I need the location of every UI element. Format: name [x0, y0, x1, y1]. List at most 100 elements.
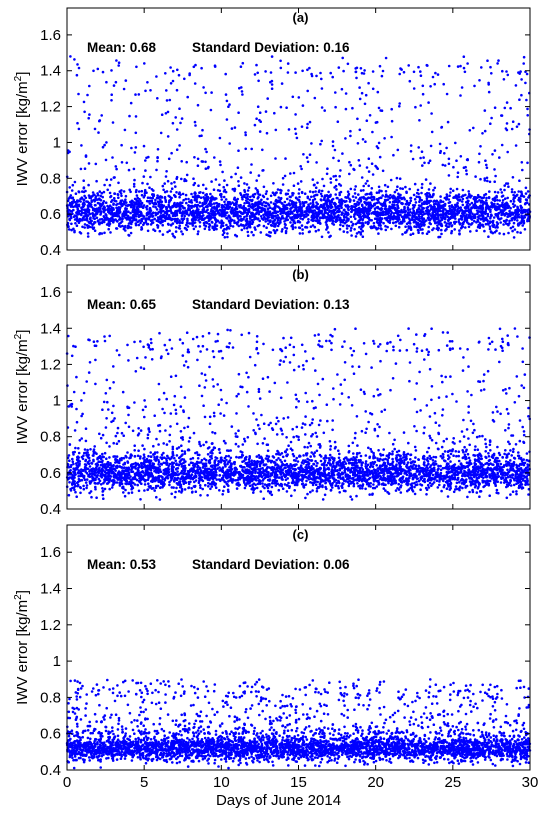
data-point — [411, 157, 415, 161]
data-point — [257, 387, 261, 391]
data-point — [239, 210, 242, 214]
data-point — [184, 209, 188, 212]
data-point — [359, 213, 362, 216]
data-point — [457, 195, 461, 199]
data-point — [192, 177, 195, 180]
data-point — [271, 191, 275, 194]
data-point — [72, 198, 75, 202]
data-point — [294, 393, 298, 397]
data-point — [165, 209, 169, 213]
data-point — [410, 218, 414, 222]
data-point — [499, 221, 503, 224]
data-point — [70, 228, 73, 232]
data-point — [129, 101, 133, 105]
data-point — [108, 204, 112, 207]
data-point — [512, 200, 516, 203]
data-point — [481, 212, 484, 216]
data-point — [340, 198, 343, 201]
data-point — [320, 106, 324, 109]
data-point — [349, 163, 353, 167]
data-point — [316, 219, 319, 222]
data-point — [305, 156, 309, 159]
data-point — [86, 232, 90, 235]
data-point — [143, 194, 146, 197]
data-point — [120, 143, 123, 147]
data-point — [200, 394, 204, 398]
data-point — [407, 208, 410, 211]
data-point — [396, 185, 399, 188]
data-point — [199, 486, 202, 490]
data-point — [144, 169, 147, 172]
data-point — [82, 179, 85, 182]
data-point — [259, 231, 263, 234]
data-point — [408, 187, 412, 191]
data-point — [306, 122, 309, 126]
data-point — [368, 114, 372, 117]
data-point — [178, 224, 181, 227]
data-point — [110, 213, 114, 216]
data-point — [156, 226, 160, 229]
data-point — [354, 185, 358, 188]
data-point — [269, 201, 273, 204]
data-point — [73, 58, 76, 61]
data-point — [130, 201, 133, 205]
data-point — [377, 185, 381, 189]
data-point — [415, 225, 418, 229]
data-point — [132, 167, 136, 171]
data-point — [185, 201, 188, 205]
data-point — [159, 131, 163, 135]
data-point — [80, 211, 84, 215]
data-point — [271, 348, 275, 352]
data-point — [270, 55, 274, 58]
data-point — [470, 222, 474, 225]
data-point — [193, 195, 197, 199]
data-point — [359, 189, 363, 192]
data-point — [143, 190, 147, 193]
data-point — [91, 191, 95, 194]
data-point — [419, 156, 422, 160]
data-point — [364, 93, 368, 97]
data-point — [427, 161, 431, 165]
data-point — [477, 215, 480, 219]
data-point — [415, 211, 418, 215]
data-point — [366, 202, 369, 205]
data-point — [80, 144, 83, 147]
data-point — [506, 73, 510, 77]
data-point — [307, 205, 311, 208]
data-point — [416, 228, 420, 232]
data-point — [449, 191, 452, 194]
data-point — [377, 141, 381, 145]
data-point — [460, 430, 464, 433]
data-point — [77, 204, 81, 208]
data-point — [189, 212, 192, 215]
data-point — [361, 138, 365, 141]
data-point — [203, 227, 207, 231]
data-point — [331, 144, 335, 148]
data-point — [134, 215, 138, 218]
data-point — [422, 431, 426, 435]
data-point — [169, 412, 173, 415]
data-point — [466, 158, 470, 162]
data-point — [344, 196, 347, 199]
data-point — [185, 331, 189, 335]
data-point — [373, 226, 377, 229]
data-point — [134, 218, 138, 221]
data-point — [136, 211, 140, 214]
data-point — [518, 209, 521, 212]
data-point — [247, 331, 251, 335]
data-point — [202, 218, 206, 221]
data-point — [164, 175, 168, 178]
data-point — [174, 408, 178, 412]
data-point — [137, 190, 141, 193]
data-point — [127, 359, 130, 362]
data-point — [111, 199, 114, 202]
data-point — [261, 194, 265, 198]
data-point — [338, 216, 342, 220]
data-point — [158, 195, 161, 199]
data-point — [376, 90, 380, 94]
data-point — [85, 224, 89, 227]
data-point — [514, 84, 518, 87]
data-point — [137, 93, 141, 96]
data-point — [105, 213, 108, 217]
data-point — [203, 221, 207, 224]
